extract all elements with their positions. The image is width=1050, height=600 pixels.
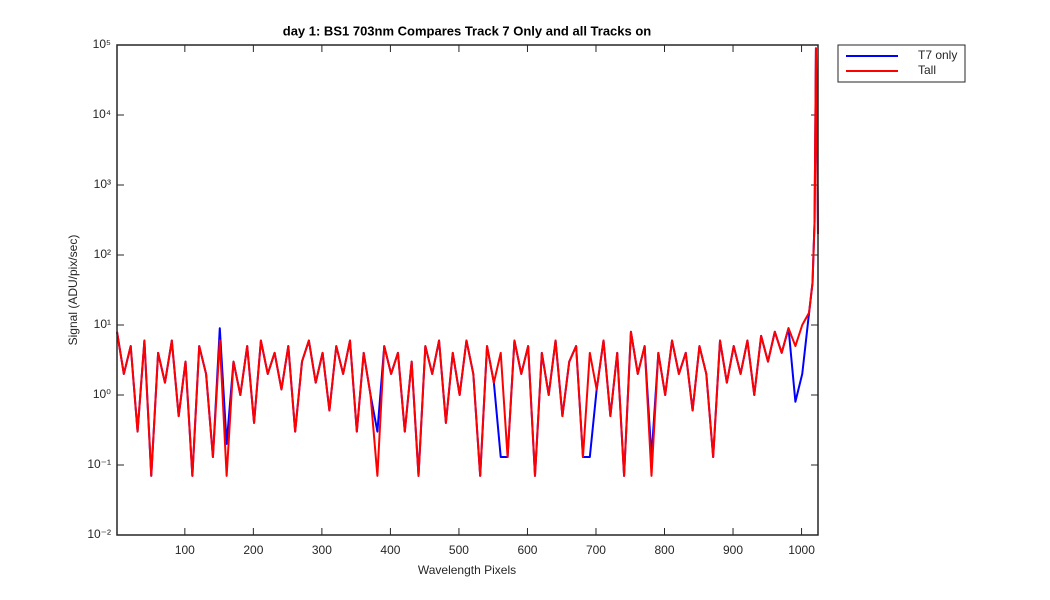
y-tick-label: 10⁴ — [92, 107, 111, 121]
x-tick-label: 700 — [586, 543, 606, 557]
x-tick-label: 100 — [175, 543, 195, 557]
axes-box — [116, 44, 819, 536]
x-tick-label: 800 — [654, 543, 674, 557]
chart-title: day 1: BS1 703nm Compares Track 7 Only a… — [283, 23, 652, 38]
legend-box — [837, 44, 966, 83]
x-tick-label: 300 — [312, 543, 332, 557]
x-tick-label: 200 — [243, 543, 263, 557]
y-tick-label: 10¹ — [94, 317, 111, 331]
y-tick-label: 10² — [94, 247, 111, 261]
x-tick-label: 500 — [449, 543, 469, 557]
y-tick-label: 10⁻² — [87, 527, 111, 541]
plot-area — [117, 45, 818, 535]
legend-label: Tall — [918, 63, 936, 77]
x-tick-label: 900 — [723, 543, 743, 557]
x-tick-label: 1000 — [788, 543, 815, 557]
y-tick-label: 10⁻¹ — [87, 457, 111, 471]
x-tick-label: 600 — [517, 543, 537, 557]
y-axis-label: Signal (ADU/pix/sec) — [66, 235, 80, 346]
series-line — [116, 47, 819, 477]
legend-label: T7 only — [918, 48, 957, 62]
y-tick-label: 10⁵ — [93, 37, 111, 51]
y-tick-label: 10³ — [94, 177, 111, 191]
x-axis-label: Wavelength Pixels — [418, 563, 516, 577]
x-tick-label: 400 — [380, 543, 400, 557]
y-tick-label: 10⁰ — [93, 387, 111, 401]
